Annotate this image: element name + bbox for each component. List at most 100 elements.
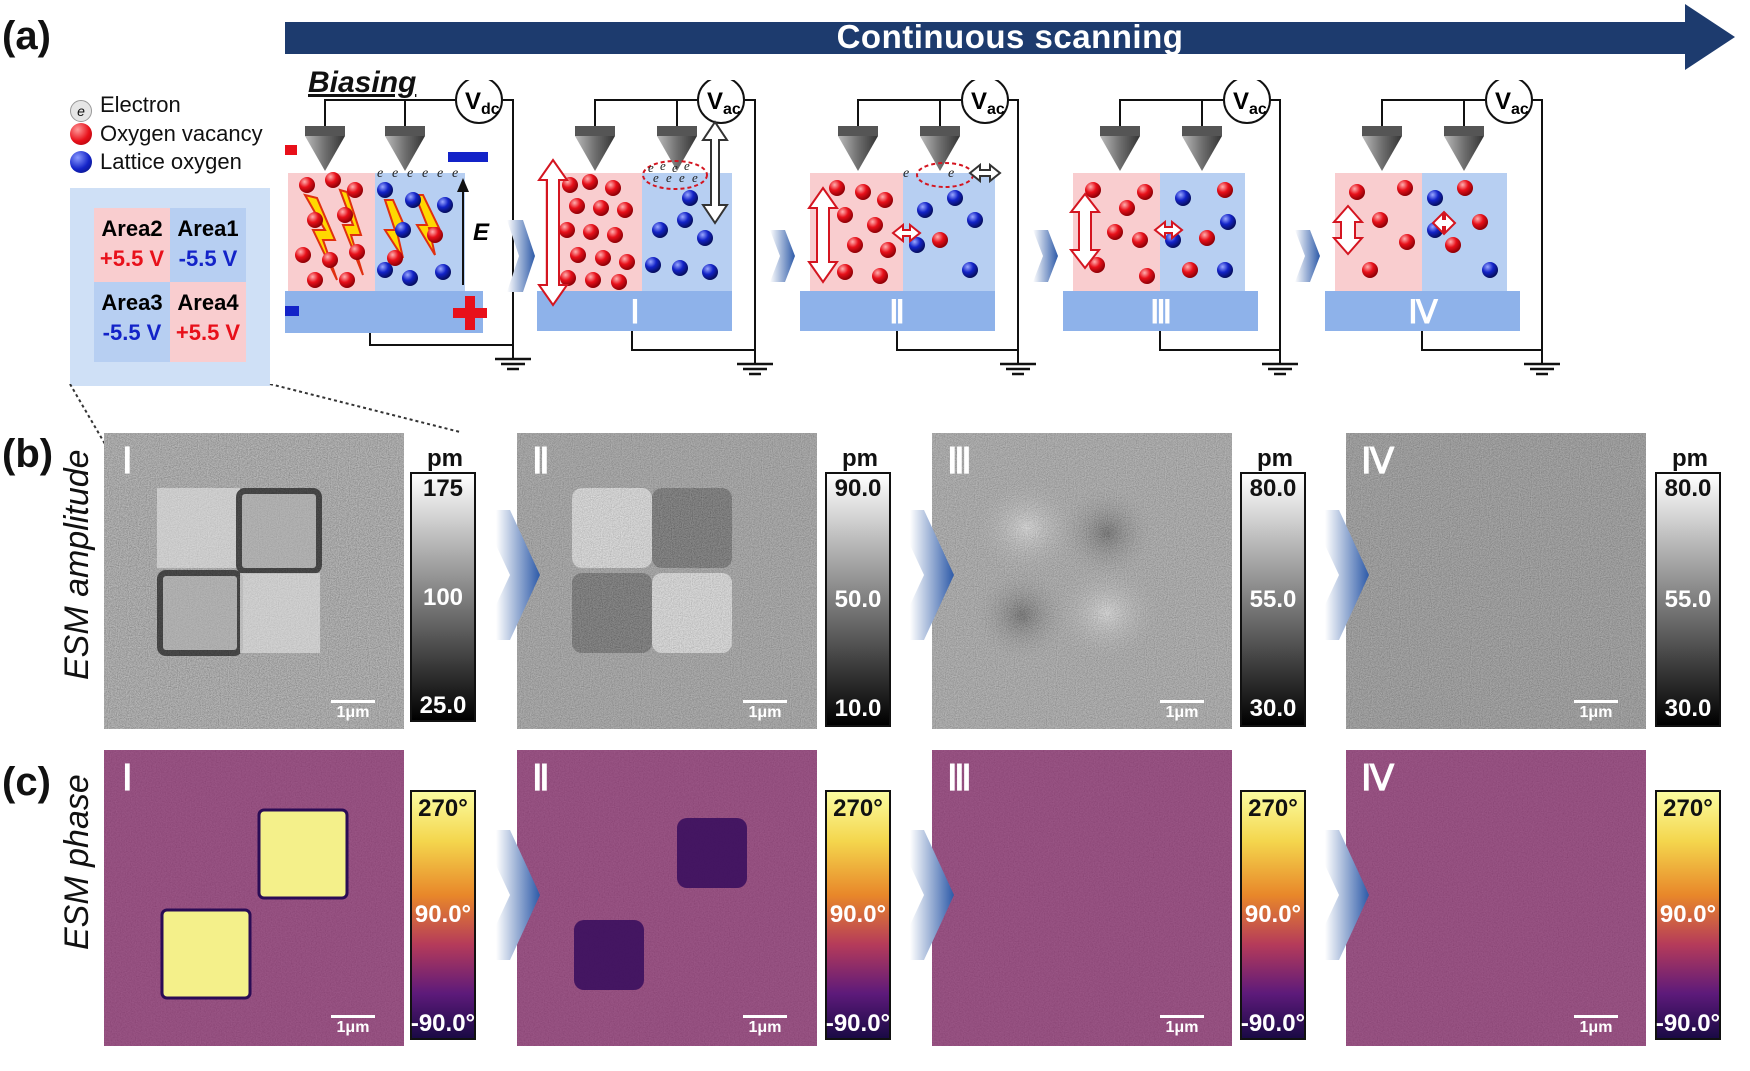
panel-label-a: (a) xyxy=(2,14,51,58)
svg-text:e: e xyxy=(437,166,443,181)
area1-cell: Area1 -5.5 V xyxy=(170,208,246,288)
phase-scalebar-1: 1μm xyxy=(328,1015,378,1037)
legend-electron-label: Electron xyxy=(100,92,181,117)
svg-text:e: e xyxy=(422,166,428,181)
svg-text:e: e xyxy=(684,158,690,173)
banner-arrow-shape xyxy=(285,4,1735,70)
phase-label-2: Ⅱ xyxy=(532,758,550,798)
amp-cb4-top: 80.0 xyxy=(1664,475,1712,502)
phase-scalebar-3: 1μm xyxy=(1157,1015,1207,1037)
phase-cb1-bottom: -90.0° xyxy=(410,1010,476,1037)
row-label-phase: ESM phase xyxy=(58,774,96,950)
area2-voltage: +5.5 V xyxy=(99,246,165,271)
amp-cb1-mid: 100 xyxy=(422,584,464,611)
phase-colorbar-1 xyxy=(410,790,476,1040)
phase-image-4 xyxy=(1346,750,1646,1046)
phase-image-2 xyxy=(517,750,817,1046)
amp-colorbar-3 xyxy=(1240,472,1306,727)
stage-chevron-3 xyxy=(1033,230,1058,282)
amp-image-3 xyxy=(932,433,1232,729)
area3-voltage: -5.5 V xyxy=(102,320,162,345)
vdc-label: Vdc xyxy=(465,88,500,118)
phase-cb2-top: 270° xyxy=(833,795,883,822)
svg-text:e: e xyxy=(672,160,678,175)
zoom-line-left xyxy=(69,384,106,445)
svg-text:Vac: Vac xyxy=(1495,88,1529,118)
amp-cb2-mid: 50.0 xyxy=(834,586,882,613)
plus-icon-top xyxy=(285,133,297,167)
area1-name: Area1 xyxy=(177,216,239,241)
ground-0 xyxy=(493,343,533,371)
svg-text:e: e xyxy=(392,166,398,181)
svg-text:e: e xyxy=(653,170,659,185)
phase-image-3 xyxy=(932,750,1232,1046)
phase-label-1: Ⅰ xyxy=(122,758,133,798)
amp-image-1 xyxy=(104,433,404,729)
phase-cb3-bottom: -90.0° xyxy=(1240,1010,1306,1037)
svg-text:e: e xyxy=(948,166,954,181)
area4-name: Area4 xyxy=(177,290,239,315)
amp-label-3: Ⅲ xyxy=(947,441,972,481)
phase-chevron-2 xyxy=(910,830,954,960)
phase-image-1 xyxy=(104,750,404,1046)
amp-cb1-top: 175 xyxy=(422,475,464,502)
field-arrowhead-right xyxy=(457,178,469,192)
svg-text:e: e xyxy=(407,166,413,181)
amp-chevron-3 xyxy=(1325,510,1369,640)
area4-voltage: +5.5 V xyxy=(175,320,241,345)
phase-cb2-bottom: -90.0° xyxy=(825,1010,891,1037)
phase-colorbar-2 xyxy=(825,790,891,1040)
phase-cb1-top: 270° xyxy=(418,795,468,822)
electron-symbol: e xyxy=(77,103,85,119)
phase-colorbar-3 xyxy=(1240,790,1306,1040)
area2-name: Area2 xyxy=(101,216,163,241)
phase-cb3-top: 270° xyxy=(1248,795,1298,822)
stage-chevron-4 xyxy=(1295,230,1320,282)
panel-label-c: (c) xyxy=(2,760,51,804)
amp-cb-unit-3: pm xyxy=(1257,445,1293,472)
phase-cb2-mid: 90.0° xyxy=(829,901,887,928)
minus-icon-top xyxy=(448,152,488,162)
amp-image-2 xyxy=(517,433,817,729)
svg-text:Vac: Vac xyxy=(971,88,1005,118)
stage-IV: Vac Ⅳ xyxy=(1325,80,1562,376)
area1-voltage: -5.5 V xyxy=(178,246,238,271)
phase-cb4-bottom: -90.0° xyxy=(1655,1010,1721,1037)
svg-text:Ⅳ: Ⅳ xyxy=(1408,294,1439,330)
phase-cb1-mid: 90.0° xyxy=(414,901,472,928)
legend-vacancy: Oxygen vacancy xyxy=(70,121,263,147)
phase-label-3: Ⅲ xyxy=(947,758,972,798)
svg-text:Vac: Vac xyxy=(1233,88,1267,118)
amp-cb1-bottom: 25.0 xyxy=(419,692,467,719)
amp-cb-unit-2: pm xyxy=(842,445,878,472)
legend-electron: e Electron xyxy=(70,92,181,122)
svg-text:Vac: Vac xyxy=(707,88,741,118)
amp-scalebar-1: 1μm xyxy=(328,700,378,722)
oxygen-vacancy-icon xyxy=(70,123,92,145)
amp-cb3-top: 80.0 xyxy=(1249,475,1297,502)
svg-text:e: e xyxy=(679,170,685,185)
stage-II: Vac e e Ⅱ xyxy=(800,80,1038,376)
phase-scalebar-4: 1μm xyxy=(1571,1015,1621,1037)
svg-text:e: e xyxy=(452,166,458,181)
amp-chevron-2 xyxy=(910,510,954,640)
phase-colorbar-4 xyxy=(1655,790,1721,1040)
legend-lattice-label: Lattice oxygen xyxy=(100,149,242,174)
amp-label-4: Ⅳ xyxy=(1361,441,1395,481)
svg-text:e: e xyxy=(903,166,909,181)
svg-text:Ⅲ: Ⅲ xyxy=(1150,294,1172,330)
svg-text:e: e xyxy=(648,160,654,175)
panel-label-b: (b) xyxy=(2,432,54,476)
stage-III: Vac Ⅲ xyxy=(1063,80,1300,376)
biasing-label: Biasing xyxy=(308,66,417,99)
continuous-scanning-arrow xyxy=(285,4,1735,70)
zoom-lines xyxy=(69,384,461,445)
amp-cb-unit-4: pm xyxy=(1672,445,1708,472)
vacancies-0 xyxy=(295,172,443,288)
field-label-right: E xyxy=(473,219,490,246)
amp-label-2: Ⅱ xyxy=(532,441,550,481)
